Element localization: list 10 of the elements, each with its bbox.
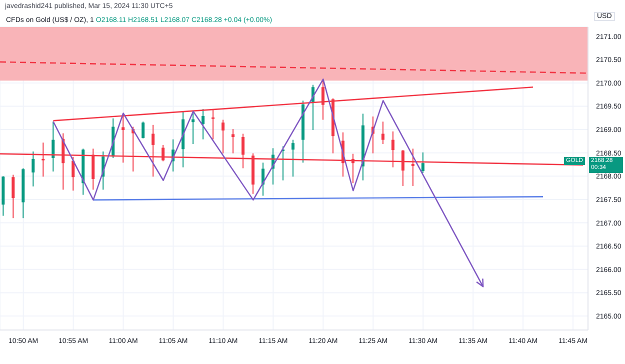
candlestick — [381, 121, 384, 145]
candlestick — [421, 152, 424, 174]
candlestick — [52, 121, 55, 172]
candlestick — [142, 121, 145, 139]
candlestick — [222, 119, 225, 154]
candlestick — [32, 150, 35, 187]
candlestick — [202, 108, 205, 140]
candlestick — [232, 128, 235, 154]
candlestick — [12, 174, 15, 219]
candlestick — [292, 139, 294, 178]
